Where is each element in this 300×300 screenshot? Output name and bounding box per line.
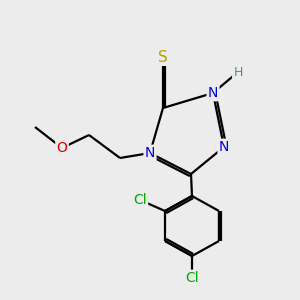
Text: H: H xyxy=(233,65,243,79)
Text: S: S xyxy=(158,50,168,64)
Text: Cl: Cl xyxy=(185,271,199,285)
Text: N: N xyxy=(219,140,229,154)
Text: Cl: Cl xyxy=(133,193,147,207)
Text: O: O xyxy=(57,141,68,155)
Text: N: N xyxy=(145,146,155,160)
Text: N: N xyxy=(208,86,218,100)
